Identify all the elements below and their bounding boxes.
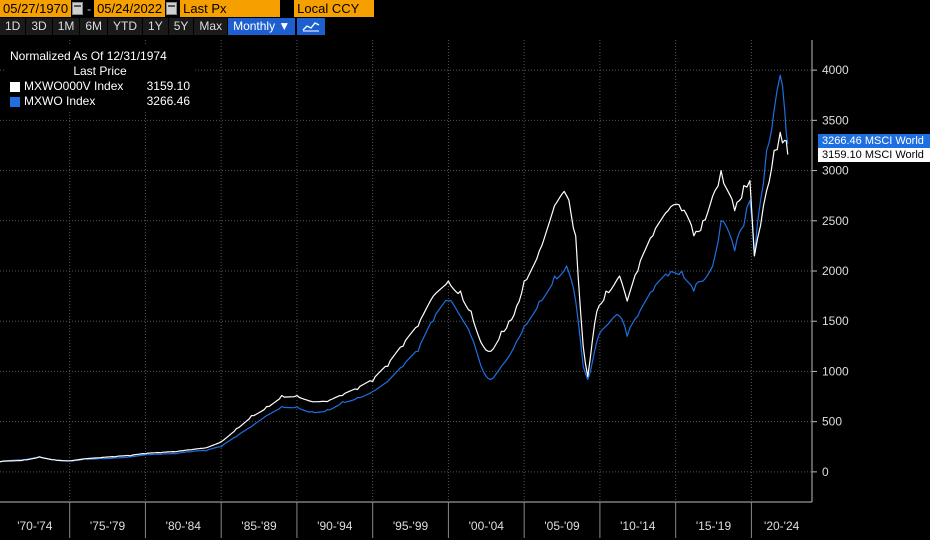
legend-item-value: 3159.10	[146, 79, 190, 93]
x-axis: '70-'74 '75-'79 '80-'84 '85-'89 '90-'94 '95-'…	[0, 501, 812, 538]
y-tick-label: 3500	[822, 113, 849, 127]
range-button-6m[interactable]: 6M	[80, 18, 108, 35]
x-tick-label: '15-'19	[696, 519, 732, 533]
start-date-field[interactable]: 05/27/1970	[0, 0, 72, 17]
chart-legend: Normalized As Of 12/31/1974 Last Price M…	[6, 46, 194, 112]
last-value-tag-white: 3159.10 MSCI World	[818, 148, 930, 162]
legend-subheader: Last Price	[73, 64, 127, 78]
series-line-mxwo000v[interactable]	[0, 131, 789, 463]
calendar-icon[interactable]	[166, 2, 178, 15]
last-value-tag-text: 3266.46 MSCI World	[822, 135, 924, 147]
y-tick-label: 1000	[822, 364, 849, 378]
range-button-5y[interactable]: 5Y	[168, 18, 194, 35]
x-tick-label: '10-'14	[620, 519, 656, 533]
legend-item[interactable]: MXWO Index 3266.46	[10, 94, 190, 109]
y-tick-label: 1500	[822, 314, 849, 328]
x-tick-label: '75-'79	[90, 519, 126, 533]
legend-item-name: MXWO Index	[24, 94, 96, 108]
x-tick-label: '00-'04	[469, 519, 505, 533]
frequency-dropdown[interactable]: Monthly ▼	[228, 18, 296, 35]
end-date-field[interactable]: 05/24/2022	[94, 0, 166, 17]
toolbar-row-ranges: 1D 3D 1M 6M YTD 1Y 5Y Max Monthly ▼	[0, 18, 326, 35]
last-value-tag-text: 3159.10 MSCI World	[822, 149, 924, 161]
y-tick-label: 3000	[822, 164, 849, 178]
y-tick-label: 500	[822, 415, 842, 429]
x-tick-label: '85-'89	[241, 519, 277, 533]
toolbar-row-dates: 05/27/1970 - 05/24/2022 Last Px Local CC…	[0, 0, 375, 17]
legend-item[interactable]: MXWO000V Index 3159.10	[10, 79, 190, 94]
legend-item-value: 3266.46	[146, 94, 190, 108]
range-button-max[interactable]: Max	[194, 18, 228, 35]
y-axis: 0 500 1000 1500 2000 2500 3000 3500 4000	[811, 40, 849, 502]
line-chart-icon[interactable]	[297, 18, 326, 35]
y-tick-label: 2500	[822, 214, 849, 228]
series-line-mxwo[interactable]	[0, 74, 789, 463]
last-value-tag-blue: 3266.46 MSCI World	[818, 134, 930, 148]
y-tick-label: 2000	[822, 264, 849, 278]
x-tick-label: '05-'09	[544, 519, 580, 533]
x-tick-label: '90-'94	[317, 519, 353, 533]
x-tick-label: '95-'99	[393, 519, 429, 533]
chart-series	[0, 74, 789, 463]
range-button-1m[interactable]: 1M	[52, 18, 80, 35]
range-button-1d[interactable]: 1D	[0, 18, 26, 35]
x-tick-label: '70-'74	[17, 519, 53, 533]
legend-swatch-blue	[10, 96, 20, 107]
date-separator: -	[87, 1, 92, 16]
y-tick-label: 0	[822, 465, 829, 479]
x-tick-label: '80-'84	[166, 519, 202, 533]
legend-item-name: MXWO000V Index	[24, 79, 124, 93]
legend-swatch-white	[10, 81, 20, 92]
range-button-1y[interactable]: 1Y	[143, 18, 168, 35]
legend-header: Normalized As Of 12/31/1974	[10, 49, 167, 63]
x-tick-label: '20-'24	[764, 519, 800, 533]
calendar-icon[interactable]	[72, 2, 84, 15]
y-tick-label: 4000	[822, 63, 849, 77]
range-button-3d[interactable]: 3D	[26, 18, 52, 35]
chart-grid	[0, 40, 812, 502]
currency-select[interactable]: Local CCY	[294, 0, 375, 17]
price-field-select[interactable]: Last Px	[180, 0, 281, 17]
range-button-ytd[interactable]: YTD	[108, 18, 143, 35]
